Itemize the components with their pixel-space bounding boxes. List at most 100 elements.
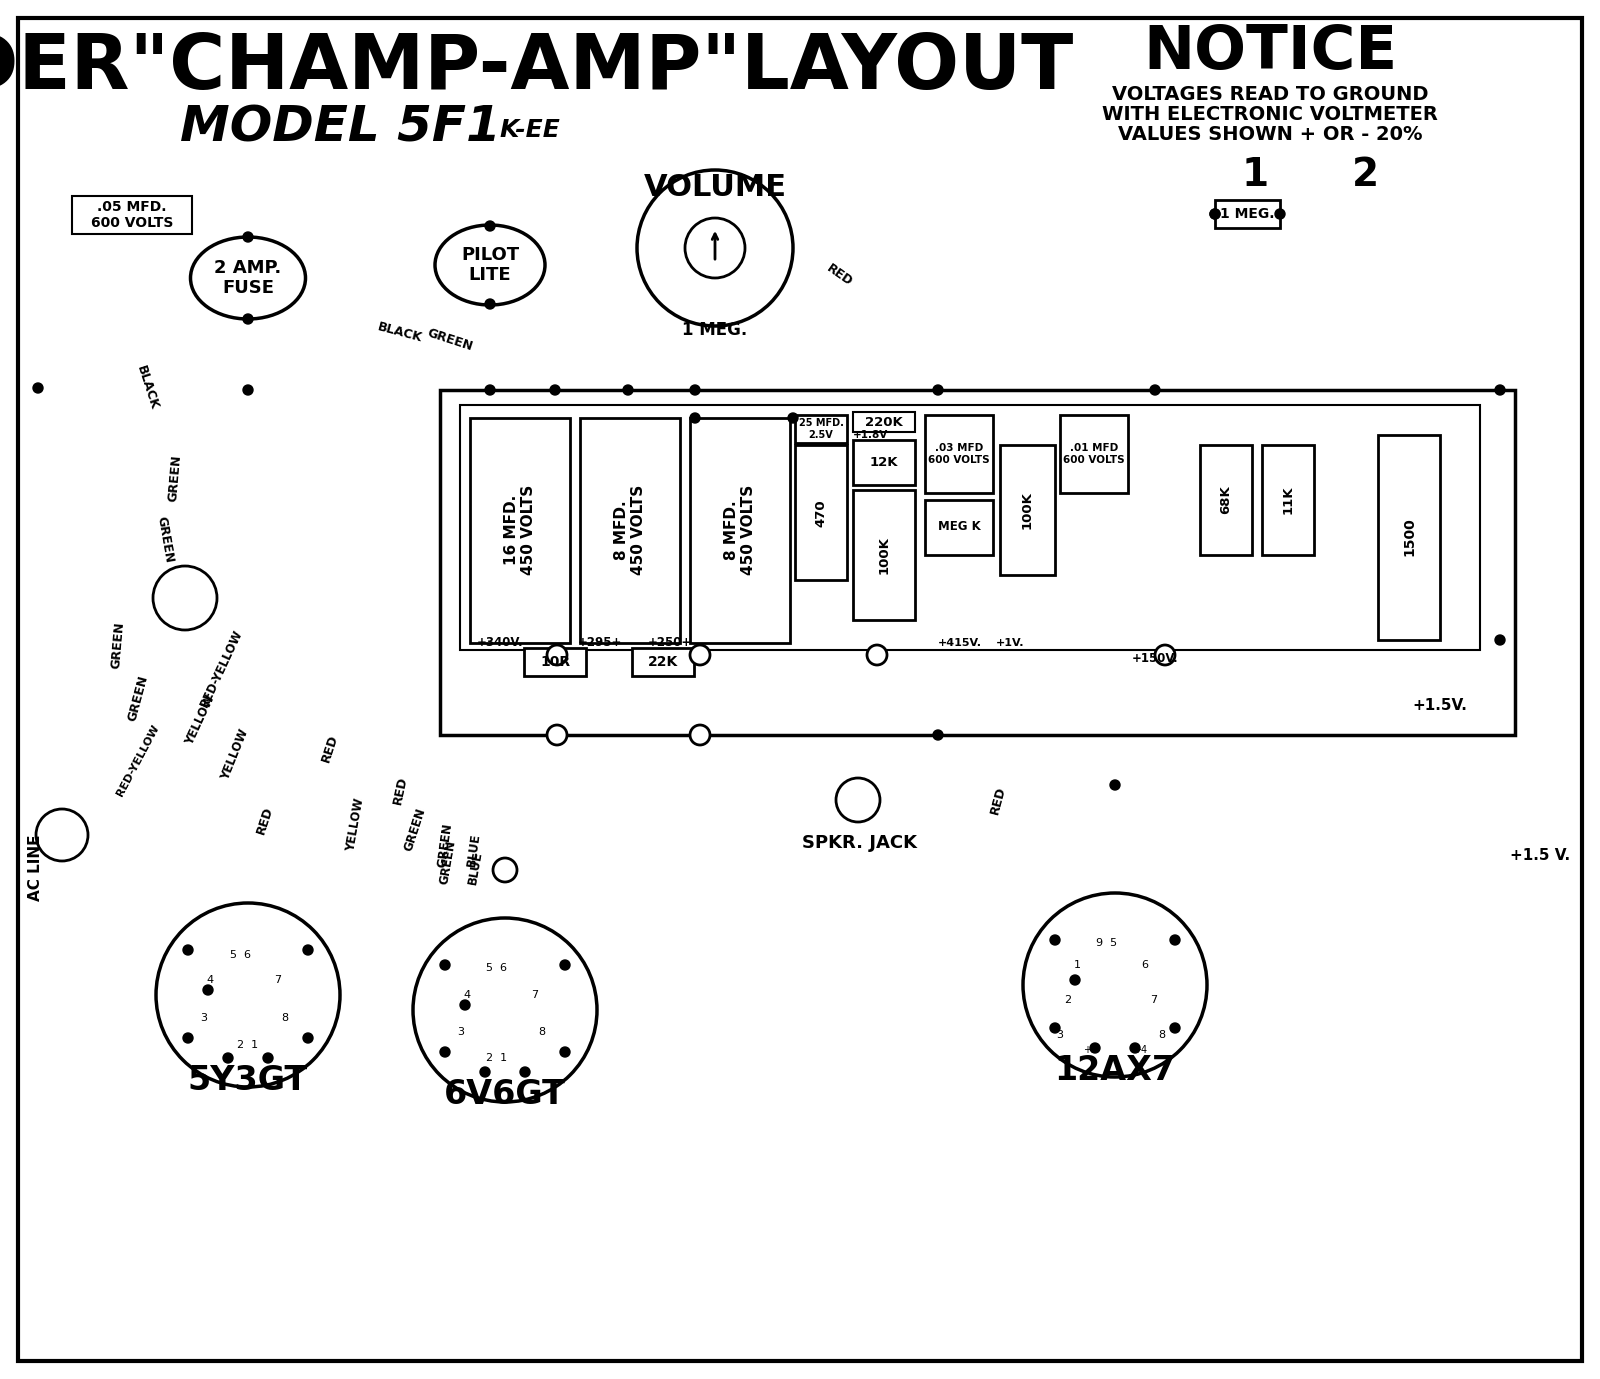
Bar (470, 418, 570, 643)
Circle shape (1050, 1023, 1059, 1033)
Circle shape (1494, 385, 1506, 394)
Text: 22K: 22K (648, 655, 678, 669)
Text: GREEN: GREEN (426, 327, 475, 353)
Circle shape (933, 729, 942, 741)
Text: 6V6GT: 6V6GT (445, 1078, 566, 1111)
Text: NOTICE: NOTICE (1142, 22, 1397, 81)
Bar (1200, 445, 1251, 554)
Text: 7: 7 (1150, 996, 1157, 1005)
Text: 3: 3 (200, 1014, 208, 1023)
Circle shape (413, 918, 597, 1102)
Bar (1000, 445, 1054, 575)
Bar (795, 445, 846, 581)
Bar (525, 648, 586, 676)
Text: 11K: 11K (1282, 485, 1294, 514)
Text: +295+: +295+ (578, 637, 622, 650)
Circle shape (1275, 210, 1285, 219)
Text: GREEN: GREEN (155, 516, 176, 564)
Circle shape (182, 1033, 194, 1043)
Text: RED: RED (989, 785, 1008, 815)
Text: 3: 3 (458, 1027, 464, 1037)
Circle shape (1050, 935, 1059, 945)
Text: RED-YELLOW: RED-YELLOW (115, 723, 162, 797)
Text: 100K: 100K (1021, 491, 1034, 530)
Text: RED: RED (390, 775, 410, 805)
Circle shape (1155, 645, 1174, 665)
Circle shape (461, 1000, 470, 1009)
Bar (461, 405, 1480, 650)
Text: WITH ELECTRONIC VOLTMETER: WITH ELECTRONIC VOLTMETER (1102, 106, 1438, 124)
Text: RED-YELLOW: RED-YELLOW (198, 627, 246, 709)
Circle shape (485, 221, 494, 232)
Text: +4: +4 (1133, 1045, 1147, 1055)
Text: 4: 4 (206, 975, 213, 985)
Circle shape (35, 809, 88, 860)
Text: 2  1: 2 1 (486, 1054, 507, 1063)
Text: GREEN: GREEN (126, 673, 150, 723)
Circle shape (222, 1054, 234, 1063)
Circle shape (1130, 1043, 1139, 1054)
Circle shape (243, 314, 253, 324)
Bar (579, 418, 680, 643)
Circle shape (560, 960, 570, 969)
Bar (440, 390, 1515, 735)
Text: 8: 8 (1158, 1030, 1165, 1040)
Text: AC LINE: AC LINE (27, 834, 43, 902)
Text: BLUE: BLUE (466, 833, 483, 867)
Text: 8: 8 (539, 1027, 546, 1037)
Circle shape (1022, 894, 1206, 1077)
Text: GREEN: GREEN (438, 838, 458, 885)
Ellipse shape (435, 225, 546, 305)
Circle shape (933, 385, 942, 394)
Text: +1.5V.: +1.5V. (1413, 698, 1467, 713)
Circle shape (685, 218, 746, 279)
Circle shape (302, 945, 314, 956)
Circle shape (493, 858, 517, 883)
Text: VOLUME: VOLUME (643, 174, 787, 203)
Circle shape (243, 385, 253, 394)
Text: BLACK: BLACK (134, 364, 160, 412)
Text: 7: 7 (275, 975, 282, 985)
Text: +340V.: +340V. (477, 637, 523, 650)
Text: +150V.: +150V. (1131, 651, 1178, 665)
Text: K-EE: K-EE (499, 119, 560, 142)
Circle shape (440, 1047, 450, 1056)
Text: 1 MEG.: 1 MEG. (1219, 207, 1274, 221)
Text: .01 MFD
600 VOLTS: .01 MFD 600 VOLTS (1062, 443, 1125, 465)
Text: 8 MFD.
450 VOLTS: 8 MFD. 450 VOLTS (723, 485, 757, 575)
Text: 12AX7: 12AX7 (1054, 1054, 1176, 1087)
Text: +1.8V: +1.8V (853, 430, 888, 440)
Circle shape (1070, 975, 1080, 985)
Circle shape (1150, 385, 1160, 394)
Bar (632, 648, 694, 676)
Circle shape (243, 232, 253, 241)
Circle shape (690, 385, 701, 394)
Circle shape (157, 903, 339, 1087)
Circle shape (560, 1047, 570, 1056)
Bar (853, 412, 915, 432)
Text: 3: 3 (1056, 1030, 1064, 1040)
Text: 16 MFD.
450 VOLTS: 16 MFD. 450 VOLTS (504, 485, 536, 575)
Circle shape (182, 945, 194, 956)
Text: +250+: +250+ (648, 637, 693, 650)
Text: MODEL 5F1: MODEL 5F1 (179, 103, 501, 152)
Text: 12K: 12K (870, 456, 898, 469)
Text: 8 MFD.
450 VOLTS: 8 MFD. 450 VOLTS (614, 485, 646, 575)
Text: GREEN: GREEN (402, 807, 429, 854)
Circle shape (1090, 1043, 1101, 1054)
Circle shape (547, 725, 566, 745)
Text: BLACK: BLACK (376, 321, 424, 345)
Text: BLUE: BLUE (466, 851, 485, 885)
Text: YELLOW: YELLOW (344, 797, 366, 852)
Circle shape (302, 1033, 314, 1043)
Text: VALUES SHOWN + OR - 20%: VALUES SHOWN + OR - 20% (1118, 125, 1422, 145)
Circle shape (835, 778, 880, 822)
Text: YELLOW: YELLOW (219, 728, 251, 782)
Circle shape (1210, 210, 1221, 219)
Text: 470: 470 (814, 499, 827, 527)
Circle shape (485, 385, 494, 394)
Circle shape (867, 645, 886, 665)
Text: 5  6: 5 6 (486, 963, 507, 974)
Circle shape (637, 170, 794, 325)
Text: GREEN: GREEN (109, 621, 126, 669)
